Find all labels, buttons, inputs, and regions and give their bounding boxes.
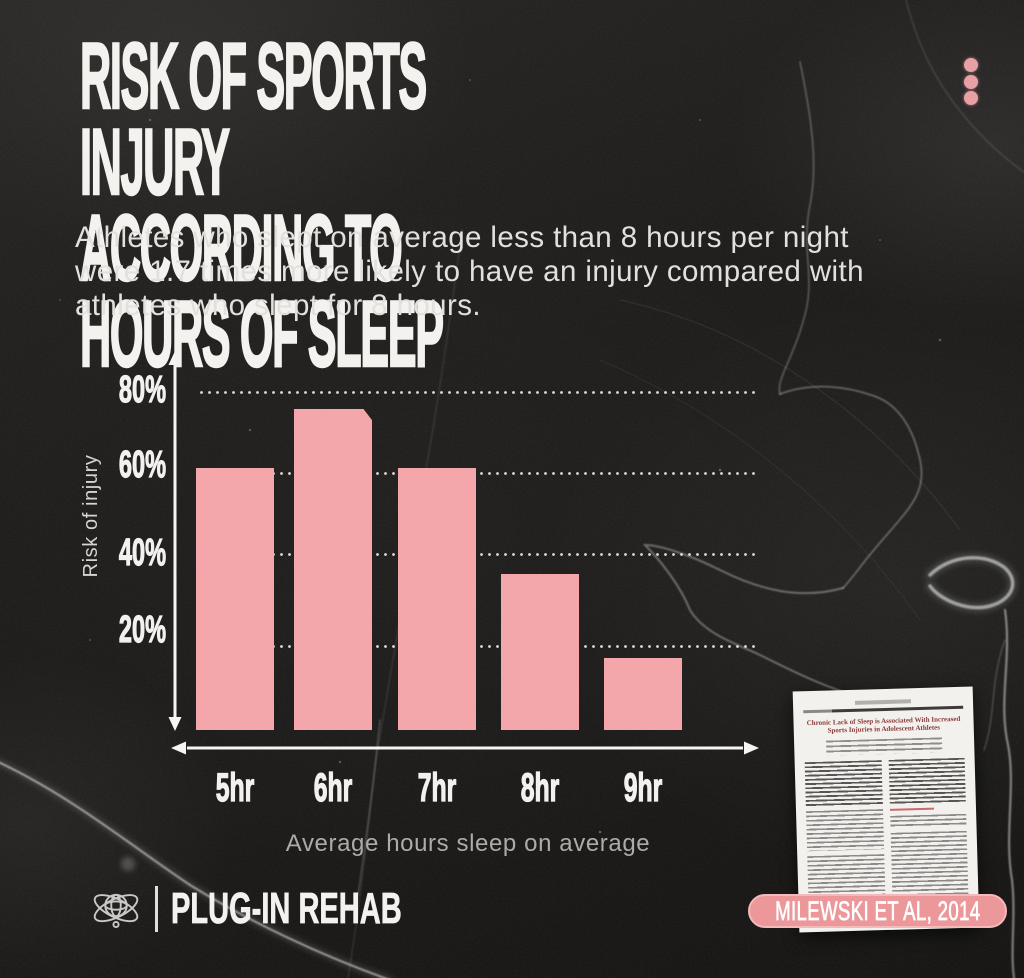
bar-7hr	[398, 468, 476, 730]
x-tick-label-6hr: 6hr	[313, 766, 353, 810]
gridline-40pct	[200, 553, 755, 556]
paper-text-block	[804, 759, 883, 806]
logo-text: PLUG-IN REHAB	[171, 884, 402, 933]
gridline-20pct	[200, 645, 755, 648]
menu-dot-icon	[964, 58, 978, 72]
paper-title: Chronic Lack of Sleep is Associated With…	[806, 714, 961, 735]
kebab-menu[interactable]	[964, 58, 978, 105]
paper-text-block	[806, 808, 884, 851]
bar-5hr	[196, 468, 274, 730]
bar-8hr	[501, 573, 579, 730]
y-tick-label-60pct: 60%	[118, 444, 166, 486]
page-title: RISK OF SPORTS INJURY ACCORDING TO HOURS…	[79, 23, 444, 386]
paper-authors	[826, 736, 943, 756]
menu-dot-icon	[964, 74, 978, 89]
subtitle-text: Athletes who slept on average less than …	[75, 221, 864, 323]
x-tick-label-5hr: 5hr	[215, 766, 255, 810]
x-tick-label-7hr: 7hr	[417, 766, 457, 810]
logo-separator	[155, 886, 158, 932]
bar-6hr	[294, 408, 372, 730]
paper-text-block	[888, 757, 966, 804]
paper-header-line	[854, 699, 912, 705]
menu-dot-icon	[964, 91, 978, 105]
x-tick-label-9hr: 9hr	[623, 766, 663, 810]
y-tick-label-80pct: 80%	[118, 369, 166, 411]
paper-text-block	[889, 813, 967, 828]
paper-link-line	[889, 807, 934, 811]
citation-badge: MILEWSKI ET AL, 2014	[748, 894, 1007, 928]
x-tick-label-8hr: 8hr	[520, 766, 560, 810]
y-tick-label-40pct: 40%	[118, 532, 166, 574]
y-axis-title: Risk of injury	[80, 454, 102, 578]
x-axis-title: Average hours sleep on average	[285, 830, 651, 857]
paper-column-right	[888, 757, 969, 917]
bar-9hr	[604, 658, 682, 730]
paper-rule	[803, 705, 964, 713]
atom-icon	[93, 893, 139, 929]
brand-logo: PLUG-IN REHAB	[90, 884, 521, 934]
gridline-80pct	[200, 391, 755, 394]
gridline-60pct	[200, 472, 755, 475]
citation-badge-label: MILEWSKI ET AL, 2014	[774, 895, 981, 926]
y-tick-label-20pct: 20%	[118, 609, 166, 651]
